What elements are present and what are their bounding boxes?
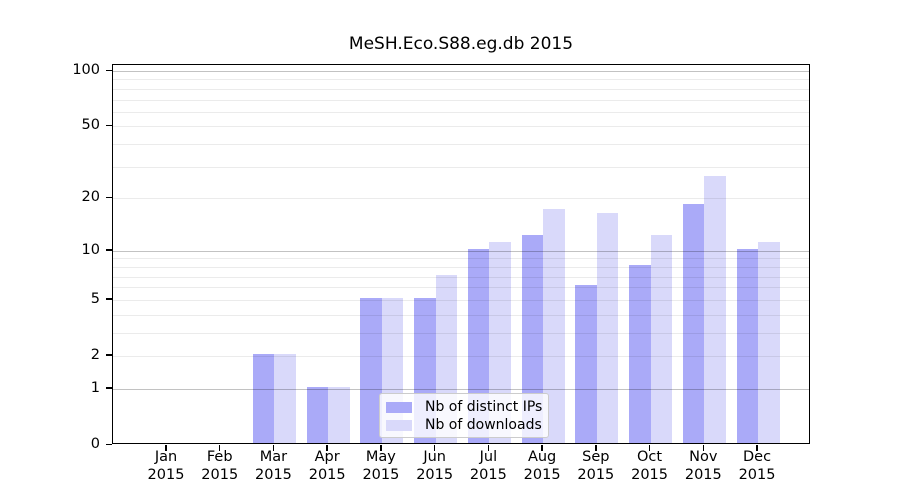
y-tick-label-100: 100 — [72, 62, 100, 78]
y-axis-tick-50 — [106, 124, 112, 127]
bar-distinct-ips-apr-2015 — [306, 386, 329, 443]
x-axis-tick-jan-2015 — [165, 445, 167, 451]
gridline-minor-2 — [113, 356, 809, 357]
bar-distinct-ips-sep-2015 — [575, 285, 597, 443]
plot-area — [112, 64, 810, 444]
bar-downloads-mar-2015 — [274, 353, 296, 443]
chart-title: MeSH.Eco.S88.eg.db 2015 — [348, 34, 574, 54]
y-tick-label-10: 10 — [81, 241, 100, 258]
bar-downloads-dec-2015 — [758, 241, 780, 443]
legend-label-downloads: Nb of downloads — [425, 417, 542, 433]
x-axis-tick-apr-2015 — [326, 445, 328, 451]
y-tick-label-1: 1 — [90, 379, 100, 396]
gridline-minor-70 — [113, 99, 809, 101]
bar-downloads-oct-2015 — [650, 235, 673, 443]
legend: Nb of distinct IPs Nb of downloads — [379, 393, 549, 438]
gridline-minor-40 — [113, 144, 809, 146]
y-tick-label-50: 50 — [81, 117, 100, 134]
gridline-minor-90 — [113, 79, 809, 81]
x-tick-label-sep-2015: Sep 2015 — [577, 449, 615, 483]
y-axis-tick-10 — [106, 249, 112, 251]
gridline-minor-7 — [113, 276, 809, 278]
gridline-major-10 — [113, 250, 809, 252]
x-axis-tick-oct-2015 — [648, 445, 651, 451]
gridline-minor-30 — [113, 166, 809, 168]
bar-distinct-ips-nov-2015 — [682, 204, 705, 443]
x-axis-tick-mar-2015 — [272, 445, 275, 451]
bar-downloads-nov-2015 — [704, 175, 726, 443]
gridline-minor-4 — [113, 314, 809, 316]
x-tick-label-aug-2015: Aug 2015 — [523, 449, 561, 483]
x-tick-label-jun-2015: Jun 2015 — [416, 449, 454, 483]
x-tick-label-feb-2015: Feb 2015 — [201, 449, 239, 483]
bar-downloads-jul-2015 — [489, 241, 511, 443]
gridline-minor-50 — [113, 126, 809, 128]
y-axis-tick-0 — [106, 443, 112, 445]
gridline-minor-3 — [113, 332, 809, 334]
y-tick-label-0: 0 — [90, 436, 100, 452]
bar-downloads-apr-2015 — [328, 386, 350, 443]
x-axis-tick-jun-2015 — [433, 445, 436, 451]
gridline-minor-60 — [113, 111, 809, 113]
x-tick-label-oct-2015: Oct 2015 — [631, 449, 669, 483]
x-tick-label-apr-2015: Apr 2015 — [308, 449, 346, 483]
x-axis-tick-aug-2015 — [541, 445, 543, 451]
x-axis-tick-feb-2015 — [218, 445, 221, 451]
y-axis-tick-100 — [106, 69, 112, 71]
bar-distinct-ips-mar-2015 — [252, 353, 275, 443]
x-axis-tick-dec-2015 — [756, 445, 758, 451]
x-tick-label-jan-2015: Jan 2015 — [147, 449, 185, 483]
x-axis-tick-sep-2015 — [595, 445, 597, 451]
bar-downloads-sep-2015 — [596, 213, 619, 443]
gridline-minor-5 — [113, 299, 809, 301]
gridline-minor-6 — [113, 287, 809, 289]
bar-distinct-ips-oct-2015 — [629, 264, 651, 443]
legend-swatch-distinct-ips — [386, 402, 412, 413]
bar-distinct-ips-aug-2015 — [521, 235, 544, 443]
y-axis-tick-5 — [106, 298, 112, 300]
y-tick-label-5: 5 — [90, 290, 100, 307]
x-tick-label-nov-2015: Nov 2015 — [684, 449, 722, 483]
x-tick-label-may-2015: May 2015 — [362, 449, 400, 483]
x-tick-label-mar-2015: Mar 2015 — [255, 449, 292, 483]
x-axis-tick-nov-2015 — [702, 445, 705, 451]
legend-swatch-downloads — [386, 420, 412, 431]
bar-distinct-ips-may-2015 — [360, 297, 382, 443]
x-axis-tick-may-2015 — [380, 445, 382, 451]
x-tick-label-dec-2015: Dec 2015 — [738, 449, 776, 483]
gridline-minor-20 — [113, 198, 809, 200]
y-tick-label-20: 20 — [81, 189, 100, 206]
x-tick-label-jul-2015: Jul 2015 — [469, 449, 507, 483]
bar-downloads-aug-2015 — [543, 208, 565, 443]
x-axis-tick-jul-2015 — [487, 445, 490, 451]
legend-item-downloads: Nb of downloads — [386, 418, 548, 433]
legend-label-distinct-ips: Nb of distinct IPs — [425, 399, 543, 415]
y-axis-tick-1 — [106, 387, 112, 389]
y-axis-tick-20 — [106, 196, 112, 199]
y-tick-label-2: 2 — [90, 346, 100, 363]
gridline-minor-9 — [113, 258, 809, 260]
gridline-minor-80 — [113, 88, 809, 90]
y-axis-tick-2 — [106, 354, 112, 356]
gridline-minor-8 — [113, 266, 809, 268]
gridline-major-100 — [113, 71, 809, 72]
bar-distinct-ips-dec-2015 — [736, 248, 759, 443]
legend-item-distinct-ips: Nb of distinct IPs — [386, 400, 548, 415]
gridline-major-1 — [113, 388, 809, 390]
